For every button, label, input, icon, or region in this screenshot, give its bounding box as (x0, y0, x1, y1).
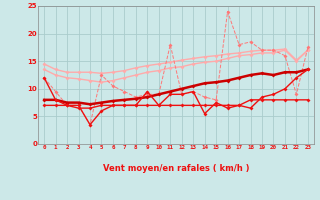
X-axis label: Vent moyen/en rafales ( km/h ): Vent moyen/en rafales ( km/h ) (103, 164, 249, 173)
